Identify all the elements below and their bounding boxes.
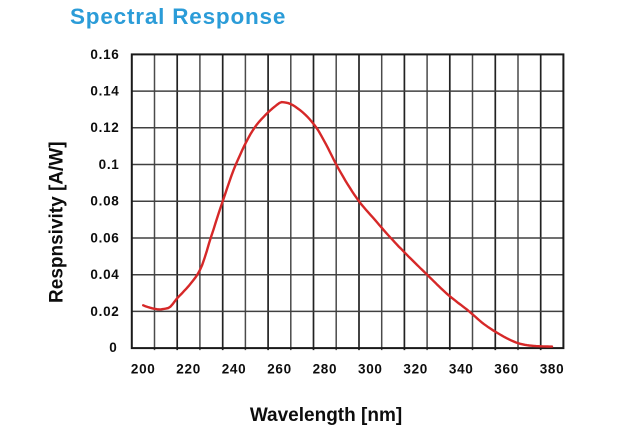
svg-text:200: 200 — [131, 362, 156, 377]
svg-text:240: 240 — [222, 362, 247, 377]
svg-text:300: 300 — [358, 362, 383, 377]
svg-text:340: 340 — [449, 362, 474, 377]
svg-text:380: 380 — [540, 362, 565, 377]
svg-text:0.16: 0.16 — [90, 47, 119, 62]
svg-text:0.04: 0.04 — [90, 267, 119, 282]
svg-text:0.12: 0.12 — [90, 120, 119, 135]
svg-text:260: 260 — [267, 362, 292, 377]
svg-text:0.08: 0.08 — [90, 194, 119, 209]
svg-text:0.1: 0.1 — [99, 157, 120, 172]
svg-text:Spectral Response: Spectral Response — [70, 4, 286, 29]
svg-text:360: 360 — [494, 362, 519, 377]
svg-text:Respnsivity [A/W]: Respnsivity [A/W] — [47, 141, 68, 303]
svg-text:0.06: 0.06 — [90, 230, 119, 245]
svg-text:280: 280 — [313, 362, 338, 377]
svg-text:320: 320 — [403, 362, 428, 377]
svg-text:Wavelength [nm]: Wavelength [nm] — [250, 405, 402, 426]
svg-text:0.02: 0.02 — [90, 304, 119, 319]
svg-text:220: 220 — [176, 362, 201, 377]
svg-text:0.14: 0.14 — [90, 84, 119, 99]
svg-text:0: 0 — [109, 340, 117, 355]
